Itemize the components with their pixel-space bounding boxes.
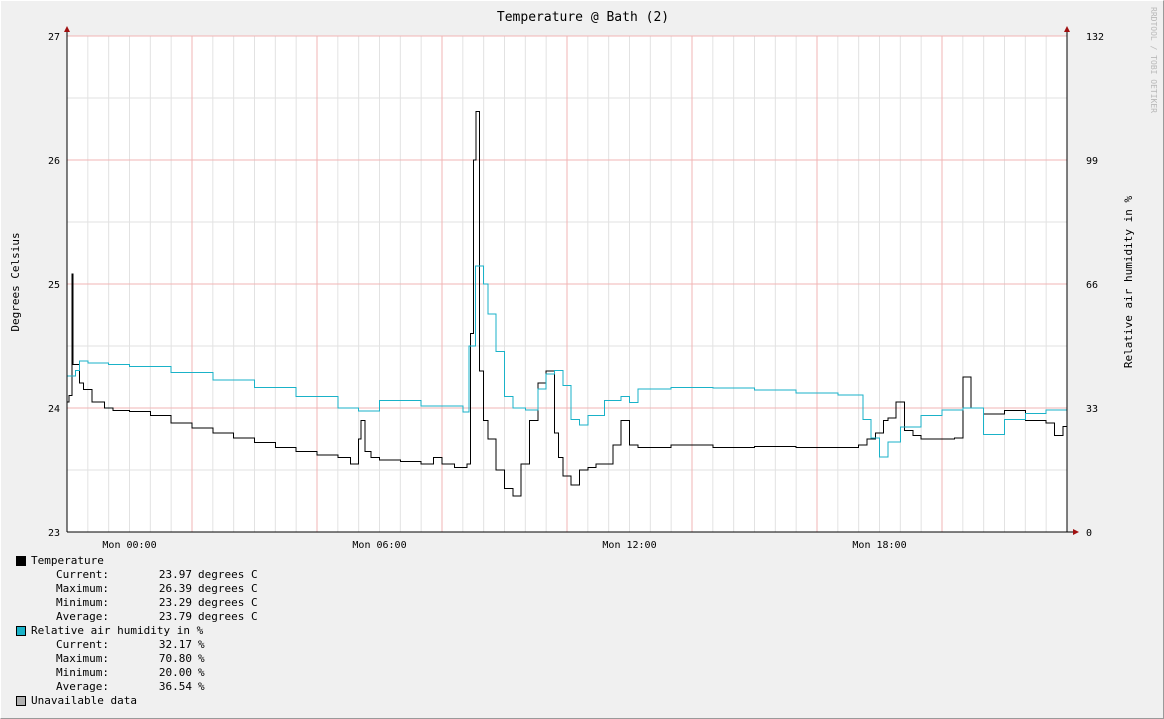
axes-layer — [64, 26, 1079, 535]
stat-value: 20.00 — [158, 666, 192, 679]
labels-layer: 23 24 25 26 27 0 33 66 99 132 Mon 00:00 Mon 06:00 Mo… — [9, 7, 1158, 551]
series-layer — [67, 111, 1068, 497]
y2-axis-arrow — [1064, 26, 1070, 32]
y2-tick-label: 33 — [1086, 404, 1098, 415]
stat-value: 23.29 — [158, 596, 192, 609]
stat-unit: degrees C — [198, 568, 258, 581]
temperature-swatch — [16, 556, 26, 566]
stat-unit: % — [198, 680, 205, 693]
stat-unit: % — [198, 652, 205, 665]
legend-entry-humidity: Relative air humidity in % — [16, 624, 258, 638]
stat-label: Minimum: — [56, 666, 109, 679]
y-tick-label: 23 — [48, 528, 60, 539]
x-tick-label: Mon 12:00 — [602, 540, 656, 551]
stat-label: Average: — [56, 680, 109, 693]
stat-label: Current: — [56, 638, 109, 651]
y2-tick-label: 132 — [1086, 32, 1104, 43]
y-tick-label: 25 — [48, 280, 60, 291]
humidity-series-line — [67, 265, 1068, 458]
stat-row: Current: 32.17% — [16, 638, 258, 652]
x-tick-label: Mon 06:00 — [352, 540, 406, 551]
chart-title: Temperature @ Bath (2) — [497, 10, 669, 25]
legend-label-unavailable: Unavailable data — [31, 694, 137, 707]
temperature-series-line — [67, 111, 1068, 497]
stat-label: Minimum: — [56, 596, 109, 609]
y-axis-label: Degrees Celsius — [9, 232, 22, 331]
x-axis-arrow — [1073, 529, 1079, 535]
stat-row: Maximum: 70.80% — [16, 652, 258, 666]
stat-label: Maximum: — [56, 652, 109, 665]
stat-row: Current: 23.97 degrees C — [16, 568, 258, 582]
stat-unit: % — [198, 638, 205, 651]
stat-label: Maximum: — [56, 582, 109, 595]
legend-label-temperature: Temperature — [31, 554, 104, 567]
stat-row: Average: 23.79 degrees C — [16, 610, 258, 624]
stat-row: Minimum: 20.00% — [16, 666, 258, 680]
x-tick-label: Mon 00:00 — [102, 540, 156, 551]
y2-tick-label: 99 — [1086, 156, 1098, 167]
stat-value: 70.80 — [158, 652, 192, 665]
legend-label-humidity: Relative air humidity in % — [31, 624, 204, 637]
stat-value: 23.79 — [158, 610, 192, 623]
humidity-swatch — [16, 626, 26, 636]
y2-tick-label: 0 — [1086, 528, 1092, 539]
legend: Temperature Current: 23.97 degrees C Maxim… — [16, 554, 258, 708]
y-tick-label: 26 — [48, 156, 60, 167]
legend-entry-unavailable: Unavailable data — [16, 694, 258, 708]
stat-row: Maximum: 26.39 degrees C — [16, 582, 258, 596]
legend-entry-temperature: Temperature — [16, 554, 258, 568]
y-tick-label: 27 — [48, 32, 60, 43]
stat-unit: degrees C — [198, 582, 258, 595]
stat-unit: degrees C — [198, 596, 258, 609]
unavailable-swatch — [16, 696, 26, 706]
y-tick-label: 24 — [48, 404, 60, 415]
watermark-text: RRDTOOL / TOBI OETIKER — [1149, 7, 1158, 113]
stat-unit: degrees C — [198, 610, 258, 623]
y-axis-arrow — [64, 26, 70, 32]
stat-value: 36.54 — [158, 680, 192, 693]
stat-value: 26.39 — [158, 582, 192, 595]
stat-value: 23.97 — [158, 568, 192, 581]
stat-label: Current: — [56, 568, 109, 581]
y2-tick-label: 66 — [1086, 280, 1098, 291]
stat-unit: % — [198, 666, 205, 679]
stat-value: 32.17 — [158, 638, 192, 651]
stat-row: Minimum: 23.29 degrees C — [16, 596, 258, 610]
x-tick-label: Mon 18:00 — [852, 540, 906, 551]
y2-axis-label: Relative air humidity in % — [1122, 196, 1135, 369]
stat-label: Average: — [56, 610, 109, 623]
stat-row: Average: 36.54% — [16, 680, 258, 694]
